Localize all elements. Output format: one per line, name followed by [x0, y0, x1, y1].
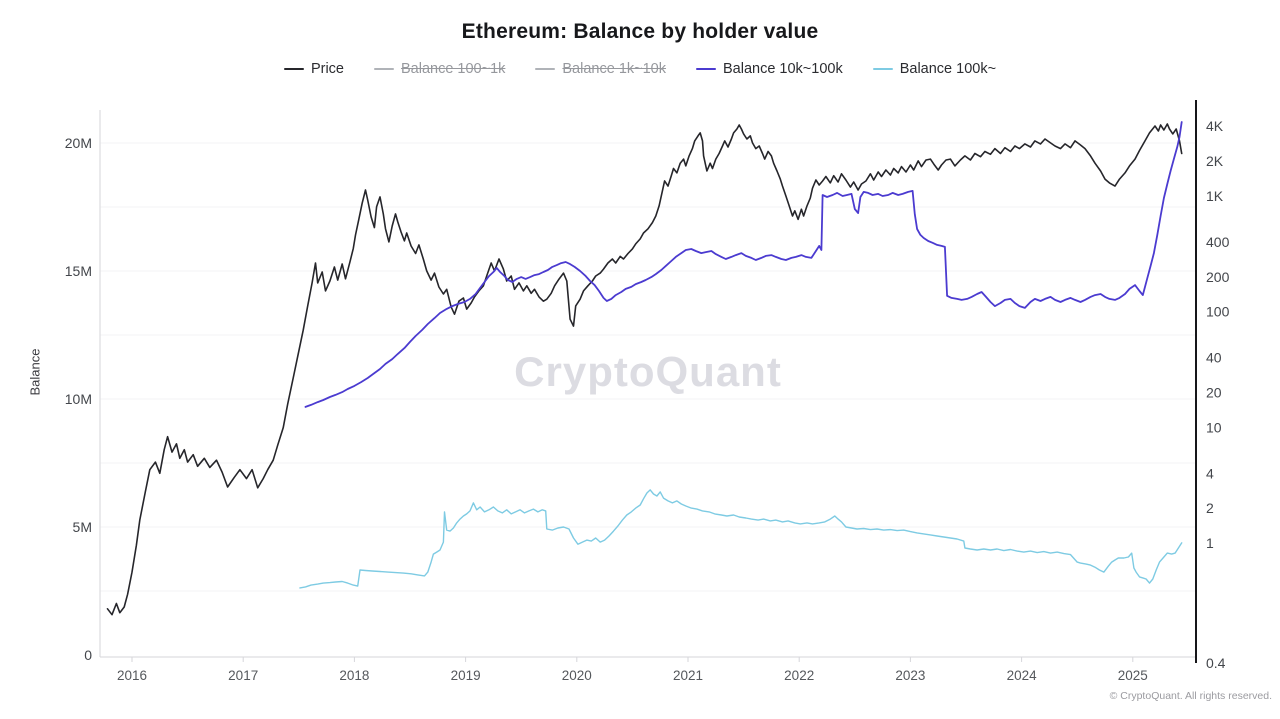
series-balance-10k-100k-line	[304, 121, 1183, 408]
right-axis-tick: 20	[1206, 384, 1222, 400]
copyright-note: © CryptoQuant. All rights reserved.	[1109, 690, 1272, 702]
legend-swatch-balance-10k-100k	[695, 68, 716, 70]
x-axis-tick: 2022	[784, 668, 814, 683]
series-balance-100k-line	[299, 489, 1183, 589]
x-axis-tick: 2025	[1118, 668, 1148, 683]
legend-label: Price	[310, 61, 344, 77]
right-axis-tick: 2K	[1206, 153, 1224, 169]
right-axis-tick: 40	[1206, 350, 1222, 366]
legend-label: Balance 10k~100k	[722, 61, 843, 77]
chart-title: Ethereum: Balance by holder value	[461, 20, 819, 43]
legend-label: Balance 100k~	[899, 61, 997, 77]
legend-label: Balance 1k~10k	[562, 61, 666, 77]
right-axis-tick: 200	[1206, 269, 1230, 285]
legend-item-balance-100k[interactable]: Balance 100k~	[872, 61, 997, 77]
legend-swatch-balance-100k	[872, 68, 893, 70]
left-axis-tick: 0	[84, 647, 92, 663]
x-axis-tick: 2021	[673, 668, 703, 683]
legend-swatch-balance-1k-10k	[535, 68, 556, 70]
legend-label: Balance 100~1k	[400, 61, 506, 77]
x-axis-tick: 2023	[895, 668, 925, 683]
right-axis-tick: 2	[1206, 500, 1214, 516]
watermark: CryptoQuant	[514, 348, 782, 395]
x-axis-tick: 2024	[1007, 668, 1038, 683]
right-axis-tick: 4K	[1206, 118, 1224, 134]
right-axis-tick: 100	[1206, 304, 1230, 320]
right-axis-tick: 0.4	[1206, 655, 1226, 671]
right-axis-tick: 10	[1206, 419, 1222, 435]
left-axis-title: Balance	[27, 348, 43, 396]
left-axis-tick: 10M	[65, 391, 92, 407]
legend-item-balance-100-1k[interactable]: Balance 100~1k	[373, 61, 506, 77]
right-axis-tick: 1K	[1206, 188, 1224, 204]
series-price-line	[106, 123, 1183, 616]
x-axis-tick: 2016	[117, 668, 147, 683]
legend-item-balance-10k-100k[interactable]: Balance 10k~100k	[695, 61, 843, 77]
legend: Price Balance 100~1k Balance 1k~10k Balance…	[0, 61, 1280, 77]
legend-item-price[interactable]: Price	[283, 61, 344, 77]
left-axis-tick: 20M	[65, 135, 92, 151]
legend-swatch-price	[283, 68, 304, 70]
x-axis-tick: 2019	[451, 668, 481, 683]
left-axis-tick: 5M	[73, 519, 92, 535]
left-axis-tick: 15M	[65, 263, 92, 279]
right-axis-tick: 1	[1206, 535, 1214, 551]
x-axis-tick: 2020	[562, 668, 592, 683]
legend-swatch-balance-100-1k	[373, 68, 394, 70]
legend-item-balance-1k-10k[interactable]: Balance 1k~10k	[535, 61, 666, 77]
x-axis-tick: 2017	[228, 668, 258, 683]
right-axis-tick: 4	[1206, 465, 1214, 481]
x-axis-tick: 2018	[339, 668, 369, 683]
right-axis-tick: 400	[1206, 234, 1230, 250]
